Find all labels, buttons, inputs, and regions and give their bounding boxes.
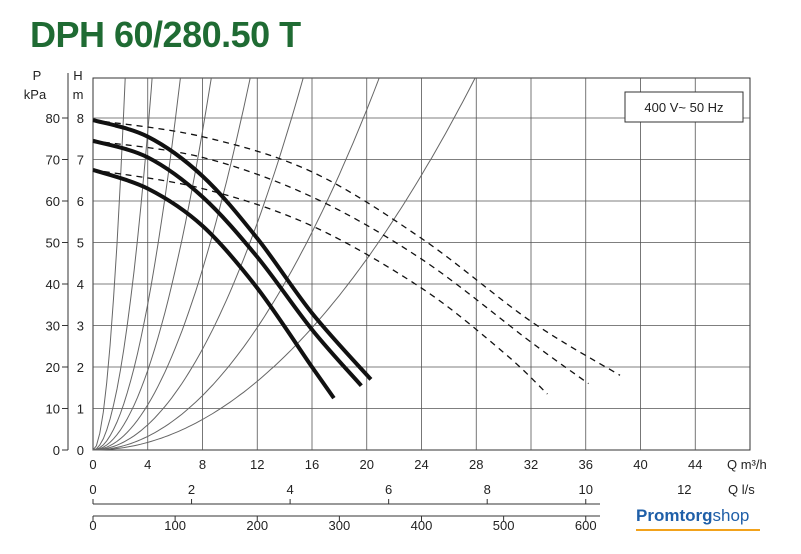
y-tick-kpa: 60 (46, 194, 60, 209)
x-tick-lmin: 100 (164, 518, 186, 533)
performance-curve-solid (92, 138, 363, 388)
x-tick-m3h: 24 (414, 457, 428, 472)
x-tick-ls: 12 (677, 482, 691, 497)
system-curve (92, 77, 212, 451)
system-curve (92, 77, 126, 451)
performance-curve-solid (92, 167, 336, 400)
x-tick-m3h: 8 (199, 457, 206, 472)
x-tick-m3h: 28 (469, 457, 483, 472)
brand-underline (636, 529, 760, 531)
x-tick-m3h: 32 (524, 457, 538, 472)
y-tick-m: 3 (77, 319, 84, 334)
system-curve (92, 77, 153, 451)
x-tick-m3h: 12 (250, 457, 264, 472)
y-tick-m: 2 (77, 360, 84, 375)
brand-name-part2: shop (712, 506, 750, 525)
x-tick-lmin: 300 (329, 518, 351, 533)
x-tick-ls: 0 (89, 482, 96, 497)
performance-curve-solid (92, 118, 373, 381)
x-tick-lmin: 600 (575, 518, 597, 533)
x-tick-lmin: 500 (493, 518, 515, 533)
x-tick-ls: 6 (385, 482, 392, 497)
x-tick-m3h: 0 (89, 457, 96, 472)
x-label-m3h: Q m³/h (727, 457, 767, 472)
legend-box (624, 91, 744, 123)
x-tick-m3h: 16 (305, 457, 319, 472)
y-tick-kpa: 0 (53, 443, 60, 458)
x-label-ls: Q l/s (728, 482, 755, 497)
y-tick-kpa: 70 (46, 153, 60, 168)
x-tick-m3h: 4 (144, 457, 151, 472)
y-tick-m: 5 (77, 236, 84, 251)
x-tick-m3h: 20 (360, 457, 374, 472)
x-tick-lmin: 0 (89, 518, 96, 533)
x-tick-lmin: 200 (246, 518, 268, 533)
x-tick-ls: 2 (188, 482, 195, 497)
system-curve (93, 77, 476, 451)
x-tick-m3h: 44 (688, 457, 702, 472)
performance-curve-dashed (92, 169, 548, 395)
brand-name-part1: Promtorg (636, 506, 713, 525)
y-tick-m: 4 (77, 277, 84, 292)
legend-text: 400 V~ 50 Hz (644, 100, 723, 115)
y-right-label-h: H (73, 68, 82, 83)
y-tick-kpa: 30 (46, 319, 60, 334)
y-tick-kpa: 40 (46, 277, 60, 292)
system-curve (92, 77, 380, 451)
system-curve (92, 77, 251, 451)
y-left-label-kpa: kPa (24, 87, 47, 102)
x-tick-ls: 4 (286, 482, 293, 497)
y-right-label-m: m (73, 87, 84, 102)
y-tick-m: 1 (77, 402, 84, 417)
y-tick-m: 0 (77, 443, 84, 458)
system-curve (92, 77, 181, 451)
system-curve (92, 77, 304, 451)
x-tick-ls: 8 (484, 482, 491, 497)
brand-logo[interactable]: Promtorgshop (636, 506, 749, 526)
y-tick-m: 8 (77, 111, 84, 126)
y-tick-m: 6 (77, 194, 84, 209)
y-tick-kpa: 20 (46, 360, 60, 375)
y-tick-kpa: 10 (46, 402, 60, 417)
x-tick-m3h: 36 (579, 457, 593, 472)
x-tick-m3h: 40 (633, 457, 647, 472)
x-tick-ls: 10 (579, 482, 593, 497)
performance-curve-dashed (92, 119, 621, 376)
y-left-label-p: P (33, 68, 42, 83)
y-tick-kpa: 50 (46, 236, 60, 251)
y-tick-kpa: 80 (46, 111, 60, 126)
chart-title: DPH 60/280.50 T (30, 14, 301, 55)
x-tick-lmin: 400 (411, 518, 433, 533)
y-tick-m: 7 (77, 153, 84, 168)
